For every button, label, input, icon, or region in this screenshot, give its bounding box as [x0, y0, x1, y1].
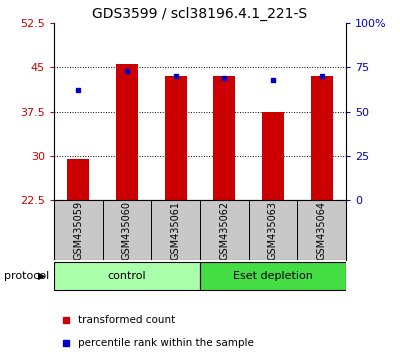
Bar — [67, 159, 89, 200]
Text: control: control — [108, 271, 146, 281]
Bar — [116, 64, 138, 200]
Text: protocol: protocol — [4, 271, 49, 281]
Text: GSM435064: GSM435064 — [317, 201, 327, 259]
Text: GSM435059: GSM435059 — [73, 200, 83, 260]
Text: ▶: ▶ — [38, 271, 46, 281]
Text: percentile rank within the sample: percentile rank within the sample — [78, 338, 254, 348]
Bar — [54, 262, 200, 290]
Bar — [213, 76, 235, 200]
Text: GSM435060: GSM435060 — [122, 201, 132, 259]
Bar — [262, 112, 284, 200]
Text: transformed count: transformed count — [78, 315, 175, 325]
Text: GSM435061: GSM435061 — [171, 201, 181, 259]
Bar — [200, 262, 346, 290]
Title: GDS3599 / scl38196.4.1_221-S: GDS3599 / scl38196.4.1_221-S — [92, 6, 308, 21]
Text: Eset depletion: Eset depletion — [233, 271, 313, 281]
Text: GSM435063: GSM435063 — [268, 201, 278, 259]
Text: GSM435062: GSM435062 — [219, 200, 229, 260]
Bar — [311, 76, 333, 200]
Bar — [165, 76, 187, 200]
